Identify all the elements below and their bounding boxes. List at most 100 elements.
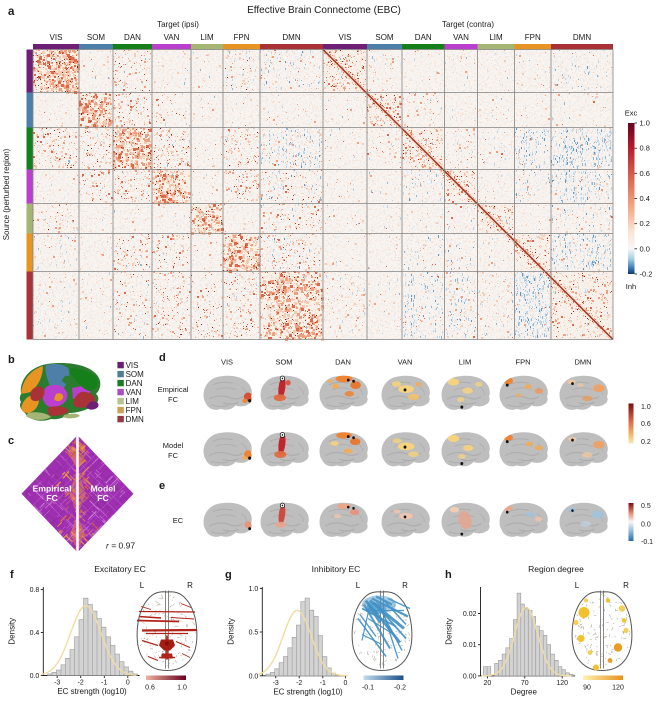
svg-text:Excitatory EC: Excitatory EC (94, 564, 146, 574)
svg-text:-0.1: -0.1 (641, 539, 653, 546)
svg-text:Region degree: Region degree (528, 564, 584, 574)
svg-text:-0.2: -0.2 (394, 685, 406, 692)
svg-text:1.0: 1.0 (640, 119, 650, 128)
svg-text:LIM: LIM (489, 33, 503, 42)
svg-text:0.4: 0.4 (30, 630, 40, 637)
svg-text:e: e (159, 480, 165, 492)
svg-text:g: g (225, 569, 232, 581)
svg-text:0.5: 0.5 (641, 503, 651, 510)
svg-text:SOM: SOM (275, 358, 292, 367)
svg-text:0.00: 0.00 (463, 673, 477, 680)
svg-text:EC: EC (173, 516, 184, 525)
svg-text:Density: Density (7, 618, 16, 645)
svg-text:Effective Brain Connectome (EB: Effective Brain Connectome (EBC) (247, 5, 401, 16)
svg-text:FC: FC (168, 451, 179, 460)
svg-text:120: 120 (612, 685, 624, 692)
svg-text:0.4: 0.4 (640, 194, 650, 203)
svg-text:0.0: 0.0 (641, 521, 651, 528)
svg-text:Target (ipsi): Target (ipsi) (157, 20, 199, 29)
svg-text:0.6: 0.6 (145, 685, 155, 692)
svg-text:DMN: DMN (282, 33, 300, 42)
svg-text:Degree: Degree (511, 687, 538, 696)
svg-text:0.8: 0.8 (30, 587, 40, 594)
svg-text:Inh: Inh (626, 282, 636, 291)
svg-text:0.6: 0.6 (641, 421, 651, 428)
svg-text:FC: FC (97, 493, 109, 503)
svg-text:70: 70 (521, 680, 529, 687)
svg-text:Target (contra): Target (contra) (442, 20, 494, 29)
svg-text:Model: Model (90, 484, 115, 494)
svg-text:DAN: DAN (415, 33, 432, 42)
svg-text:EC strength (log10): EC strength (log10) (57, 687, 127, 696)
svg-text:a: a (8, 6, 15, 18)
svg-text:0.01: 0.01 (463, 642, 477, 649)
svg-text:-0.1: -0.1 (362, 685, 374, 692)
svg-text:SOM: SOM (375, 33, 394, 42)
svg-text:f: f (10, 569, 14, 581)
svg-text:DMN: DMN (126, 415, 144, 424)
svg-text:-2: -2 (78, 680, 84, 687)
svg-text:-2: -2 (296, 680, 302, 687)
svg-text:1.0: 1.0 (641, 404, 651, 411)
svg-text:0.2: 0.2 (641, 439, 651, 446)
svg-text:20: 20 (484, 680, 492, 687)
svg-text:0.6: 0.6 (640, 169, 650, 178)
svg-text:FC: FC (168, 395, 179, 404)
svg-text:0.8: 0.8 (640, 144, 650, 153)
svg-text:R: R (623, 581, 629, 590)
svg-text:DAN: DAN (335, 358, 351, 367)
svg-text:0.5: 0.5 (249, 630, 259, 637)
svg-text:h: h (445, 569, 452, 581)
svg-text:0.0: 0.0 (30, 673, 40, 680)
svg-text:VIS: VIS (221, 358, 233, 367)
svg-text:FPN: FPN (525, 33, 541, 42)
svg-text:FPN: FPN (126, 406, 142, 415)
svg-text:FPN: FPN (516, 358, 531, 367)
svg-text:DAN: DAN (126, 379, 143, 388)
svg-text:Empirical: Empirical (32, 484, 71, 494)
svg-text:VAN: VAN (398, 358, 413, 367)
svg-text:Model: Model (163, 441, 184, 450)
svg-text:VIS: VIS (339, 33, 352, 42)
svg-text:SOM: SOM (126, 370, 145, 379)
svg-text:L: L (575, 581, 580, 590)
svg-text:Inhibitory EC: Inhibitory EC (312, 564, 361, 574)
svg-text:L: L (140, 581, 145, 590)
svg-text:Source (perturbed region): Source (perturbed region) (2, 148, 11, 240)
svg-text:FPN: FPN (234, 33, 250, 42)
svg-text:0.02: 0.02 (463, 611, 477, 618)
svg-text:0: 0 (343, 680, 347, 687)
svg-text:90: 90 (583, 685, 591, 692)
svg-text:L: L (356, 581, 361, 590)
svg-text:-1: -1 (101, 680, 107, 687)
svg-text:VAN: VAN (453, 33, 469, 42)
svg-text:R: R (187, 581, 193, 590)
svg-text:0.0: 0.0 (640, 244, 650, 253)
svg-text:R: R (402, 581, 408, 590)
svg-text:EC strength (log10): EC strength (log10) (273, 687, 343, 696)
svg-text:r = 0.97: r = 0.97 (106, 541, 135, 551)
svg-text:Density: Density (226, 618, 235, 645)
svg-text:0.0: 0.0 (249, 673, 259, 680)
svg-text:-1: -1 (320, 680, 326, 687)
svg-text:Density: Density (445, 618, 454, 645)
svg-text:VAN: VAN (126, 388, 142, 397)
svg-text:FC: FC (46, 493, 58, 503)
svg-text:-3: -3 (54, 680, 60, 687)
svg-text:Empirical: Empirical (158, 385, 189, 394)
svg-text:b: b (8, 354, 15, 366)
svg-text:0: 0 (126, 680, 130, 687)
svg-text:0.2: 0.2 (640, 219, 650, 228)
svg-text:VIS: VIS (126, 361, 139, 370)
svg-text:SOM: SOM (87, 33, 106, 42)
svg-text:1.0: 1.0 (249, 586, 259, 593)
svg-text:120: 120 (556, 680, 568, 687)
svg-text:DMN: DMN (574, 358, 591, 367)
svg-text:LIM: LIM (126, 397, 140, 406)
svg-text:VIS: VIS (50, 33, 63, 42)
svg-text:-3: -3 (273, 680, 279, 687)
svg-text:DAN: DAN (124, 33, 141, 42)
svg-text:LIM: LIM (459, 358, 472, 367)
svg-text:1.0: 1.0 (177, 685, 187, 692)
svg-text:DMN: DMN (573, 33, 591, 42)
